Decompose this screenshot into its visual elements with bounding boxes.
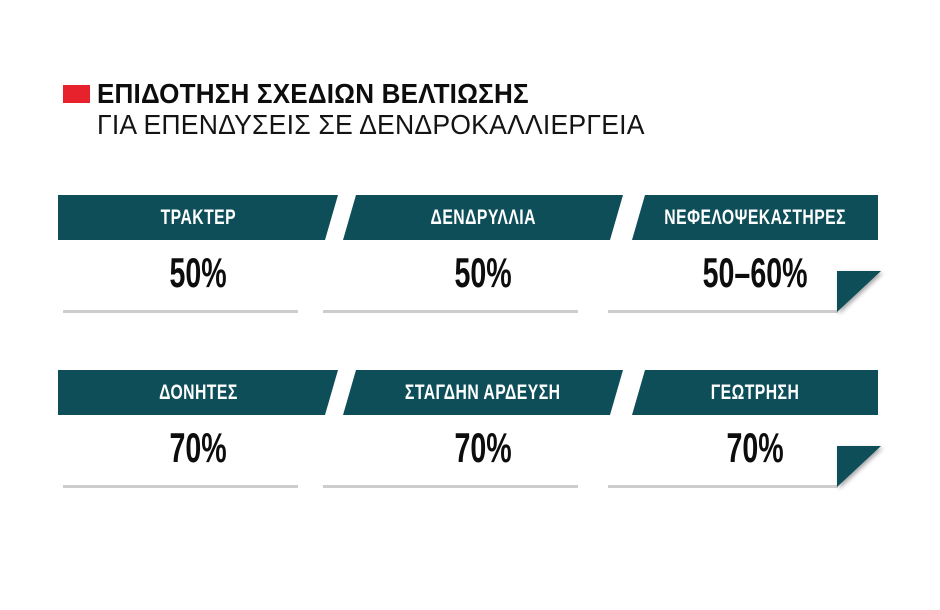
banner-geotrisi: ΓΕΩΤΡΗΣΗ (632, 370, 878, 415)
value-geotrisi: 70% (726, 424, 784, 471)
subsidy-row-1: ΤΡΑΚΤΕΡ ΔΕΝΔΡΥΛΛΙΑ ΝΕΦΕΛΟΨΕΚΑΣΤΗΡΕΣ 50% … (58, 195, 881, 320)
underline (608, 485, 838, 488)
header: ΕΠΙΔΟΤΗΣΗ ΣΧΕΔΙΩΝ ΒΕΛΤΙΩΣΗΣ ΓΙΑ ΕΠΕΝΔΥΣΕ… (63, 80, 673, 140)
subsidy-row-2: ΔΟΝΗΤΕΣ ΣΤΑΓΔΗΝ ΑΡΔΕΥΣΗ ΓΕΩΤΡΗΣΗ 70% 70%… (58, 370, 881, 495)
value-nefelopsekastires: 50–60% (702, 249, 808, 296)
folded-corner-shape (837, 271, 881, 312)
banner-label: ΝΕΦΕΛΟΨΕΚΑΣΤΗΡΕΣ (664, 205, 846, 229)
underline (323, 310, 578, 313)
folded-corner-icon (837, 271, 881, 312)
folded-corner-shape (837, 446, 881, 487)
banner-label: ΣΤΑΓΔΗΝ ΑΡΔΕΥΣΗ (405, 380, 561, 404)
value-donites: 70% (169, 424, 227, 471)
banner-label: ΓΕΩΤΡΗΣΗ (710, 380, 800, 404)
banner-dendryllia: ΔΕΝΔΡΥΛΛΙΑ (343, 195, 623, 240)
underline (63, 310, 298, 313)
underline (608, 310, 838, 313)
banner-label: ΤΡΑΚΤΕΡ (160, 205, 236, 229)
banner-stagdin-ardefsi: ΣΤΑΓΔΗΝ ΑΡΔΕΥΣΗ (343, 370, 623, 415)
banner-label: ΔΕΝΔΡΥΛΛΙΑ (430, 205, 536, 229)
title-block: ΕΠΙΔΟΤΗΣΗ ΣΧΕΔΙΩΝ ΒΕΛΤΙΩΣΗΣ ΓΙΑ ΕΠΕΝΔΥΣΕ… (97, 80, 673, 140)
value-stagdin-ardefsi: 70% (454, 424, 512, 471)
red-accent-square-icon (63, 85, 90, 103)
value-trakter: 50% (169, 249, 227, 296)
underline (63, 485, 298, 488)
banner-trakter: ΤΡΑΚΤΕΡ (58, 195, 338, 240)
value-dendryllia: 50% (454, 249, 512, 296)
underline (323, 485, 578, 488)
banner-label: ΔΟΝΗΤΕΣ (158, 380, 238, 404)
page-title: ΕΠΙΔΟΤΗΣΗ ΣΧΕΔΙΩΝ ΒΕΛΤΙΩΣΗΣ (97, 78, 529, 109)
banner-nefelopsekastires: ΝΕΦΕΛΟΨΕΚΑΣΤΗΡΕΣ (632, 195, 878, 240)
banner-donites: ΔΟΝΗΤΕΣ (58, 370, 338, 415)
page-subtitle: ΓΙΑ ΕΠΕΝΔΥΣΕΙΣ ΣΕ ΔΕΝΔΡΟΚΑΛΛΙΕΡΓΕΙΑ (97, 109, 645, 140)
folded-corner-icon (837, 446, 881, 487)
